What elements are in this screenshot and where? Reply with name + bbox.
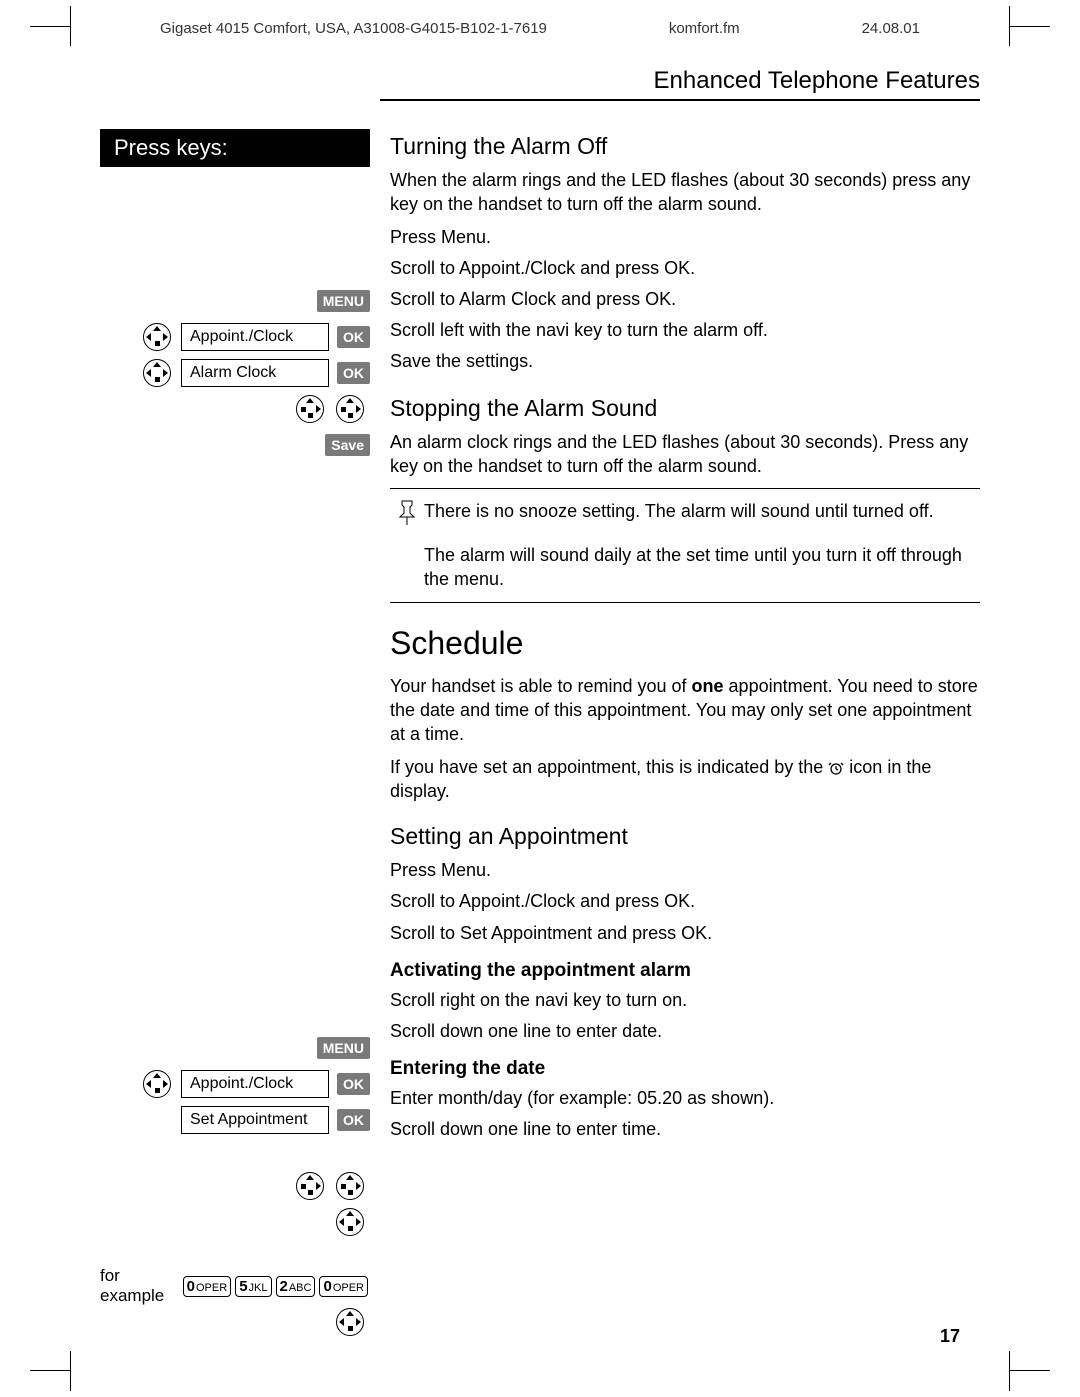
navi-icon	[336, 1208, 364, 1236]
step-press-menu: Press Menu.	[390, 225, 980, 250]
press-keys-heading: Press keys:	[100, 129, 370, 167]
section-title: Enhanced Telephone Features	[654, 67, 980, 94]
key-row-navi-2	[100, 1169, 370, 1203]
para-turn-off: When the alarm rings and the LED flashes…	[390, 168, 980, 217]
display-alarm-clock: Alarm Clock	[181, 359, 329, 387]
para-stop: An alarm clock rings and the LED flashes…	[390, 430, 980, 479]
heading-stopping-alarm: Stopping the Alarm Sound	[390, 395, 980, 422]
doc-id: Gigaset 4015 Comfort, USA, A31008-G4015-…	[160, 20, 547, 37]
ok-badge: OK	[337, 326, 370, 348]
note-text-1: There is no snooze setting. The alarm wi…	[424, 499, 980, 533]
save-badge: Save	[325, 434, 370, 456]
display-set-appointment: Set Appointment	[181, 1106, 329, 1134]
right-column: Turning the Alarm Off When the alarm rin…	[380, 129, 980, 1341]
content-columns: Press keys: MENU Appoint./Clock OK	[100, 129, 980, 1341]
display-appoint-clock: Appoint./Clock	[181, 1070, 329, 1098]
numkey-5: 5JKL	[235, 1276, 271, 1297]
ok-badge: OK	[337, 1073, 370, 1095]
note-box: There is no snooze setting. The alarm wi…	[390, 488, 980, 603]
para-schedule-2: If you have set an appointment, this is …	[390, 755, 980, 804]
note-row: The alarm will sound daily at the set ti…	[390, 543, 980, 592]
key-row-menu-2: MENU	[100, 1031, 370, 1065]
step-enter-month: Enter month/day (for example: 05.20 as s…	[390, 1086, 980, 1111]
heading-entering-date: Entering the date	[390, 1058, 980, 1080]
ok-badge: OK	[337, 1109, 370, 1131]
navi-icon	[143, 359, 171, 387]
heading-schedule: Schedule	[390, 625, 980, 662]
step-scroll-down-date: Scroll down one line to enter date.	[390, 1019, 980, 1044]
numkey-2: 2ABC	[276, 1276, 316, 1297]
key-row-menu: MENU	[100, 284, 370, 318]
heading-activating: Activating the appointment alarm	[390, 960, 980, 982]
step-press-menu-2: Press Menu.	[390, 858, 980, 883]
key-row-navi-leftright	[100, 392, 370, 426]
page: Gigaset 4015 Comfort, USA, A31008-G4015-…	[0, 0, 1080, 1397]
key-row-set-appointment: Set Appointment OK	[100, 1103, 370, 1137]
step-scroll-right: Scroll right on the navi key to turn on.	[390, 988, 980, 1013]
heading-turning-alarm-off: Turning the Alarm Off	[390, 133, 980, 160]
key-row-navi-4	[100, 1305, 370, 1339]
schedule-2a: If you have set an appointment, this is …	[390, 757, 828, 777]
file-name: komfort.fm	[669, 20, 740, 37]
key-row-appoint-clock-2: Appoint./Clock OK	[100, 1067, 370, 1101]
schedule-bold-one: one	[692, 676, 724, 696]
numkey-0: 0OPER	[183, 1276, 232, 1297]
display-appoint-clock: Appoint./Clock	[181, 323, 329, 351]
step-scroll-appoint-2: Scroll to Appoint./Clock and press OK.	[390, 889, 980, 914]
key-row-navi-3	[100, 1205, 370, 1239]
crop-mark	[30, 1370, 70, 1371]
crop-mark	[70, 6, 71, 46]
crop-mark	[70, 1351, 71, 1391]
pin-icon	[390, 499, 424, 533]
navi-icon	[143, 1070, 171, 1098]
navi-icon	[336, 1172, 364, 1200]
key-row-alarm-clock: Alarm Clock OK	[100, 356, 370, 390]
page-number: 17	[940, 1326, 960, 1347]
menu-badge: MENU	[317, 290, 370, 312]
ok-badge: OK	[337, 362, 370, 384]
step-scroll-alarm: Scroll to Alarm Clock and press OK.	[390, 287, 980, 312]
key-row-appoint-clock: Appoint./Clock OK	[100, 320, 370, 354]
key-row-example: for example 0OPER 5JKL 2ABC 0OPER	[100, 1269, 370, 1303]
heading-setting-appointment: Setting an Appointment	[390, 823, 980, 850]
navi-icon	[143, 323, 171, 351]
crop-mark	[1010, 26, 1050, 27]
crop-mark	[1009, 1351, 1010, 1391]
step-scroll-appoint: Scroll to Appoint./Clock and press OK.	[390, 256, 980, 281]
numkey-0: 0OPER	[319, 1276, 368, 1297]
pin-icon-spacer	[390, 543, 424, 592]
key-row-save: Save	[100, 428, 370, 462]
step-scroll-down-time: Scroll down one line to enter time.	[390, 1117, 980, 1142]
file-date: 24.08.01	[862, 20, 920, 37]
for-example-label: for example	[100, 1266, 177, 1306]
page-header: Gigaset 4015 Comfort, USA, A31008-G4015-…	[100, 20, 980, 37]
note-text-2: The alarm will sound daily at the set ti…	[424, 543, 980, 592]
section-header-rule: Enhanced Telephone Features	[380, 67, 980, 101]
crop-mark	[1009, 6, 1010, 46]
step-save: Save the settings.	[390, 349, 980, 374]
alarm-icon	[828, 760, 844, 776]
step-scroll-left: Scroll left with the navi key to turn th…	[390, 318, 980, 343]
navi-icon	[296, 1172, 324, 1200]
para-schedule-1: Your handset is able to remind you of on…	[390, 674, 980, 747]
navi-icon	[336, 1308, 364, 1336]
step-scroll-setappt: Scroll to Set Appointment and press OK.	[390, 921, 980, 946]
crop-mark	[1010, 1370, 1050, 1371]
navi-icon	[336, 395, 364, 423]
note-row: There is no snooze setting. The alarm wi…	[390, 499, 980, 533]
crop-mark	[30, 26, 70, 27]
schedule-text-a: Your handset is able to remind you of	[390, 676, 692, 696]
menu-badge: MENU	[317, 1037, 370, 1059]
navi-icon	[296, 395, 324, 423]
left-column: Press keys: MENU Appoint./Clock OK	[100, 129, 380, 1341]
